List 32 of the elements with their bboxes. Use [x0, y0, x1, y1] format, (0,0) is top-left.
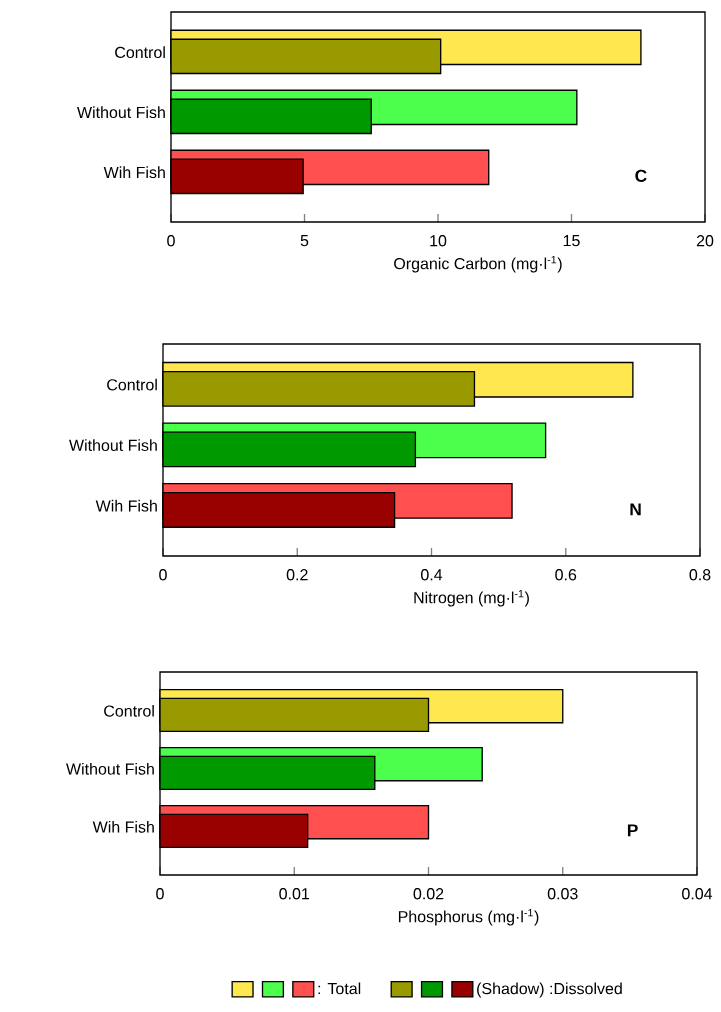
legend-label: : Total — [318, 982, 361, 995]
y-tick-label: Control — [107, 378, 157, 391]
x-tick-label: 10 — [430, 235, 447, 247]
x-tick-label: 0 — [167, 235, 175, 247]
y-tick-label: Wih Fish — [95, 499, 157, 512]
x-tick-label: 5 — [300, 235, 309, 247]
x-tick-label: 0.8 — [689, 569, 711, 581]
x-tick-label: 0.2 — [286, 569, 308, 581]
x-tick-label: 0.6 — [555, 569, 577, 581]
x-tick-label: 0 — [159, 569, 167, 581]
x-tick-label: 0.04 — [682, 888, 713, 900]
x-axis-title: Organic Carbon (mg·l$^{-1}$) — [394, 255, 562, 273]
y-tick-label: Wih Fish — [103, 166, 165, 179]
y-tick-label: Control — [115, 46, 165, 59]
x-axis-title: Nitrogen (mg·l$^{-1}$) — [414, 589, 529, 607]
x-tick-label: 15 — [563, 235, 580, 247]
x-tick-label: 0.02 — [413, 888, 444, 900]
y-tick-label: Wih Fish — [92, 820, 154, 833]
x-axis-title: Phosphorus (mg·l$^{-1}$) — [398, 908, 539, 926]
y-tick-label: Without Fish — [77, 106, 165, 119]
x-tick-label: 20 — [696, 235, 714, 247]
annotation: P — [627, 824, 638, 837]
y-tick-label: Control — [104, 704, 154, 717]
y-tick-label: Without Fish — [69, 439, 157, 452]
y-tick-label: Without Fish — [66, 762, 154, 775]
x-tick-label: 0.4 — [421, 569, 443, 581]
x-tick-label: 0.01 — [279, 888, 310, 900]
x-tick-label: 0 — [156, 888, 164, 900]
x-tick-label: 0.03 — [547, 888, 578, 900]
annotation: N — [630, 503, 641, 516]
annotation: C — [635, 169, 647, 182]
legend-label: (Shadow) :Dissolved — [477, 982, 622, 998]
